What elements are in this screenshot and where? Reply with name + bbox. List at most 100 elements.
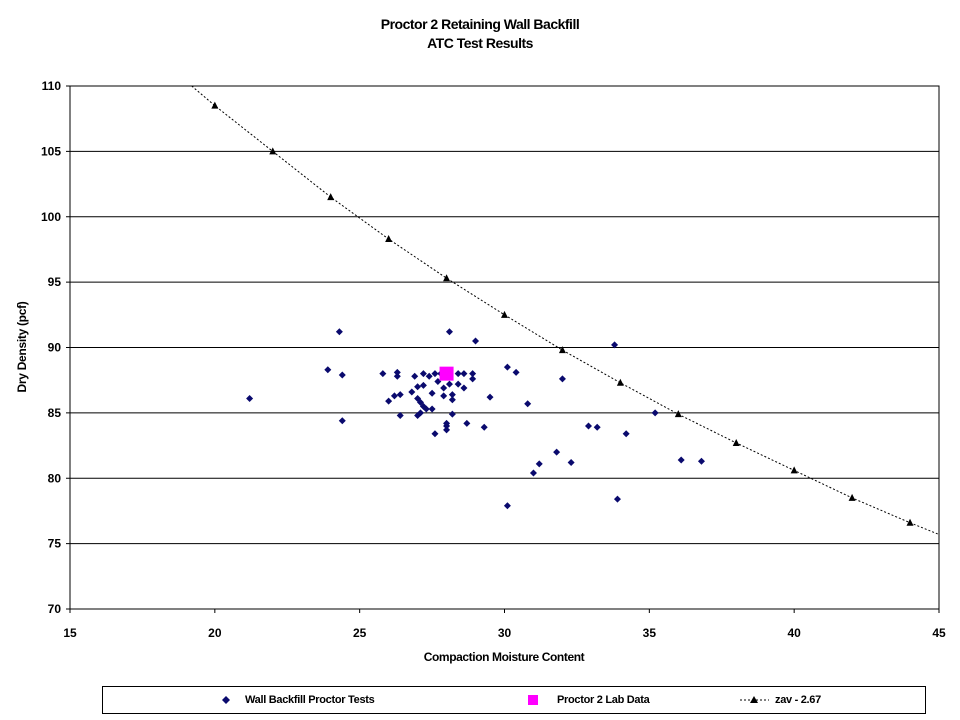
data-point-backfill-test bbox=[431, 430, 439, 438]
data-point-backfill-test bbox=[393, 368, 401, 376]
data-point-backfill-test bbox=[448, 391, 456, 399]
y-tick-label: 75 bbox=[48, 537, 62, 551]
data-point-backfill-test bbox=[440, 392, 448, 400]
data-point-zav bbox=[385, 234, 393, 242]
data-point-backfill-test bbox=[419, 370, 427, 378]
data-point-backfill-test bbox=[460, 370, 468, 378]
x-tick-label: 35 bbox=[643, 626, 657, 640]
y-axis-label: Dry Density (pcf) bbox=[15, 301, 29, 392]
y-tick-label: 70 bbox=[48, 602, 62, 616]
data-point-backfill-test bbox=[469, 370, 477, 378]
x-tick-label: 20 bbox=[208, 626, 222, 640]
data-point-backfill-test bbox=[422, 405, 430, 413]
data-point-backfill-test bbox=[408, 388, 416, 396]
data-point-backfill-test bbox=[396, 411, 404, 419]
data-point-backfill-test bbox=[448, 410, 456, 418]
x-axis-label: Compaction Moisture Content bbox=[424, 650, 585, 664]
legend-triangle-icon bbox=[750, 696, 758, 703]
data-point-backfill-test bbox=[553, 448, 561, 456]
data-point-backfill-test bbox=[697, 457, 705, 465]
data-point-backfill-test bbox=[425, 372, 433, 380]
data-point-backfill-test bbox=[385, 397, 393, 405]
data-point-backfill-test bbox=[613, 495, 621, 503]
y-tick-label: 85 bbox=[48, 406, 62, 420]
zav-curve bbox=[191, 85, 940, 535]
data-point-backfill-test bbox=[677, 456, 685, 464]
data-point-zav bbox=[674, 410, 682, 418]
chart-title: Proctor 2 Retaining Wall Backfill bbox=[380, 16, 580, 32]
data-point-backfill-test bbox=[448, 396, 456, 404]
data-point-zav bbox=[269, 147, 277, 155]
data-point-zav bbox=[790, 466, 798, 474]
x-tick-label: 15 bbox=[63, 626, 77, 640]
legend-markers bbox=[222, 695, 769, 705]
data-point-backfill-test bbox=[567, 459, 575, 467]
y-tick-label: 110 bbox=[42, 79, 62, 93]
x-tick-label: 30 bbox=[498, 626, 512, 640]
data-point-backfill-test bbox=[393, 372, 401, 380]
legend-label-zav: zav - 2.67 bbox=[775, 694, 821, 706]
data-point-backfill-test bbox=[431, 370, 439, 378]
data-point-backfill-test bbox=[480, 423, 488, 431]
legend-square-icon bbox=[528, 695, 538, 705]
data-point-backfill-test bbox=[338, 417, 346, 425]
data-point-backfill-test bbox=[486, 393, 494, 401]
data-point-backfill-test bbox=[622, 430, 630, 438]
data-point-backfill-test bbox=[472, 337, 480, 345]
y-tick-label: 100 bbox=[41, 210, 61, 224]
y-tick-label: 95 bbox=[48, 275, 62, 289]
data-point-backfill-test bbox=[463, 419, 471, 427]
data-point-backfill-test bbox=[454, 380, 462, 388]
data-point-backfill-test bbox=[469, 375, 477, 383]
data-point-zav bbox=[501, 310, 508, 318]
data-point-backfill-test bbox=[651, 409, 659, 417]
chart-subtitle: ATC Test Results bbox=[427, 35, 533, 51]
data-point-backfill-test bbox=[428, 405, 436, 413]
data-point-backfill-test bbox=[335, 328, 343, 336]
data-point-zav bbox=[616, 378, 624, 386]
y-tick-label: 105 bbox=[41, 144, 61, 158]
data-point-backfill-test bbox=[445, 380, 453, 388]
data-point-backfill-test bbox=[414, 383, 422, 391]
data-point-backfill-test bbox=[411, 372, 419, 380]
data-point-backfill-test bbox=[558, 375, 566, 383]
legend-diamond-icon bbox=[222, 696, 230, 704]
data-point-backfill-test bbox=[454, 370, 462, 378]
data-point-zav bbox=[848, 493, 856, 501]
data-point-zav bbox=[558, 346, 566, 354]
data-point-backfill-test bbox=[419, 381, 427, 389]
data-point-backfill-test bbox=[396, 391, 404, 399]
data-point-backfill-test bbox=[440, 384, 448, 392]
data-point-backfill-test bbox=[443, 419, 451, 427]
data-point-backfill-test bbox=[535, 460, 543, 468]
legend: Wall Backfill Proctor Tests Proctor 2 La… bbox=[102, 686, 926, 714]
data-point-backfill-test bbox=[460, 384, 468, 392]
data-point-backfill-test bbox=[443, 426, 451, 434]
data-point-zav bbox=[327, 193, 335, 201]
data-point-lab-data bbox=[439, 366, 454, 381]
data-point-backfill-test bbox=[379, 370, 387, 378]
data-point-zav bbox=[211, 101, 219, 109]
data-point-backfill-test bbox=[390, 392, 398, 400]
legend-label-lab-data: Proctor 2 Lab Data bbox=[557, 694, 650, 706]
data-point-zav bbox=[732, 438, 740, 446]
data-point-backfill-test bbox=[529, 469, 537, 477]
data-point-backfill-test bbox=[428, 389, 436, 397]
data-point-backfill-test bbox=[611, 341, 619, 349]
data-point-backfill-test bbox=[324, 366, 332, 374]
data-point-backfill-test bbox=[246, 394, 254, 402]
legend-label-wall-backfill: Wall Backfill Proctor Tests bbox=[245, 694, 375, 706]
data-point-backfill-test bbox=[416, 409, 424, 417]
y-tick-label: 80 bbox=[48, 471, 62, 485]
data-point-zav bbox=[443, 274, 451, 282]
data-point-backfill-test bbox=[512, 368, 520, 376]
data-point-backfill-test bbox=[593, 423, 601, 431]
y-tick-label: 90 bbox=[48, 341, 62, 355]
data-point-zav bbox=[906, 518, 914, 526]
x-tick-label: 40 bbox=[787, 626, 801, 640]
x-tick-label: 45 bbox=[932, 626, 946, 640]
x-tick-label: 25 bbox=[353, 626, 367, 640]
data-point-backfill-test bbox=[338, 371, 346, 379]
data-point-backfill-test bbox=[524, 400, 532, 408]
